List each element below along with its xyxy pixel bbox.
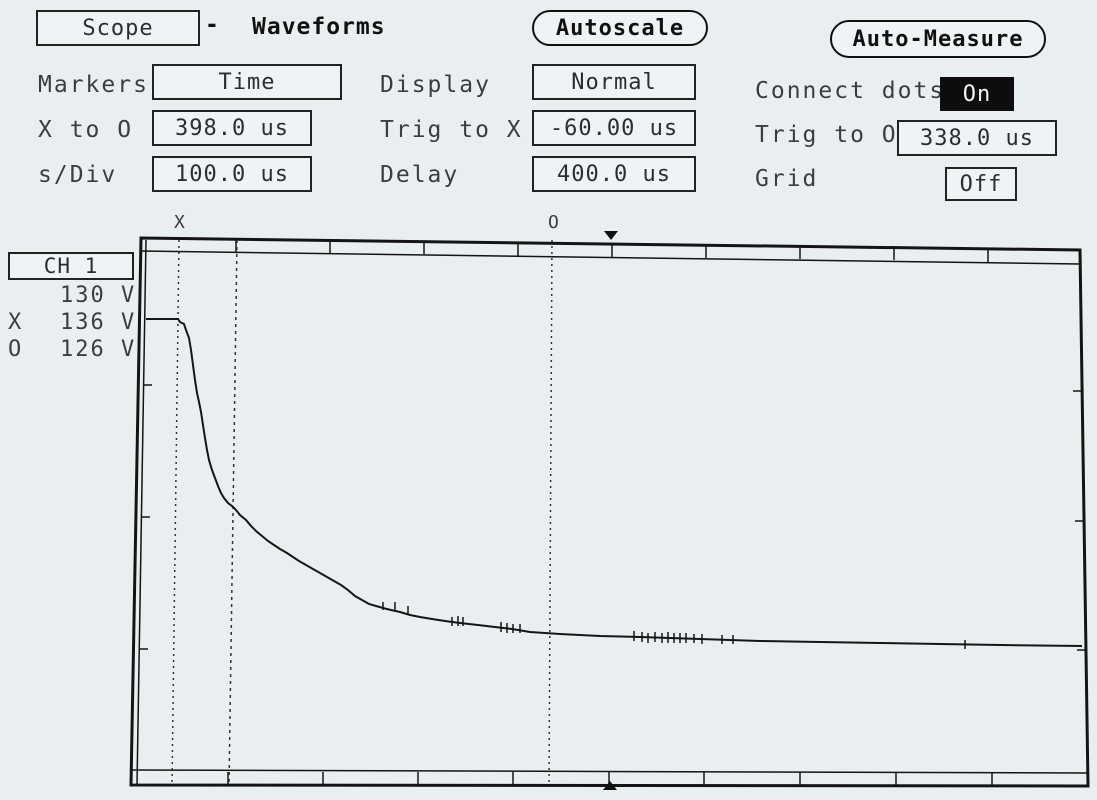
trig-to-o-label: Trig to O	[755, 122, 898, 148]
s-div-field[interactable]: 100.0 us	[152, 156, 312, 192]
waveform-trace	[146, 318, 1083, 647]
markers-value: Time	[218, 69, 276, 95]
x-marker-line	[171, 239, 180, 786]
graticule-frame	[129, 236, 1090, 788]
o-marker-line	[548, 239, 553, 786]
graticule-bottom-inner	[130, 769, 1088, 774]
graticule-top-inner	[140, 250, 1081, 265]
trigger-arrow-bottom	[603, 781, 617, 790]
grid-label: Grid	[755, 166, 819, 192]
menu-select-value: Scope	[82, 15, 154, 41]
channel-top-value: 130 V	[60, 283, 137, 308]
x-to-o-value: 398.0 us	[175, 115, 289, 141]
autoscale-label: Autoscale	[555, 15, 685, 41]
x-marker-readout-label: X	[8, 310, 24, 335]
s-div-label: s/Div	[38, 162, 118, 188]
automeasure-button[interactable]: Auto-Measure	[830, 20, 1046, 58]
x-marker-label: X	[174, 212, 185, 233]
grid-toggle[interactable]: Off	[945, 167, 1017, 201]
automeasure-label: Auto-Measure	[852, 26, 1024, 52]
autoscale-button[interactable]: Autoscale	[532, 10, 708, 46]
page-title: Waveforms	[252, 14, 386, 40]
x-to-o-field[interactable]: 398.0 us	[152, 110, 312, 146]
side-ticks	[139, 384, 1086, 651]
display-label: Display	[380, 72, 491, 98]
delay-value: 400.0 us	[557, 161, 671, 187]
connect-dots-toggle[interactable]: On	[940, 77, 1014, 111]
menu-select[interactable]: Scope	[36, 10, 200, 46]
connect-dots-value: On	[962, 81, 992, 107]
x-to-o-label: X to O	[38, 117, 134, 143]
delay-field[interactable]: 400.0 us	[532, 156, 696, 192]
top-ticks	[235, 240, 989, 262]
marker-line-2	[228, 239, 238, 786]
o-marker-readout-label: O	[8, 337, 24, 362]
noise-spikes	[382, 602, 966, 649]
display-value: Normal	[571, 69, 657, 95]
title-dash: -	[205, 12, 221, 38]
trig-to-x-field[interactable]: -60.00 us	[532, 110, 696, 146]
s-div-value: 100.0 us	[175, 161, 289, 187]
display-select[interactable]: Normal	[532, 64, 696, 100]
connect-dots-label: Connect dots	[755, 78, 946, 104]
trig-to-x-value: -60.00 us	[549, 115, 679, 141]
trig-to-o-field[interactable]: 338.0 us	[897, 120, 1057, 156]
trig-to-o-value: 338.0 us	[920, 125, 1034, 151]
channel-label[interactable]: CH 1	[8, 252, 134, 280]
graticule-left-inner	[136, 239, 147, 786]
bottom-ticks	[227, 772, 993, 785]
delay-label: Delay	[380, 162, 460, 188]
o-marker-readout-value: 126 V	[60, 337, 137, 362]
o-marker-label: O	[548, 212, 559, 233]
x-marker-readout-value: 136 V	[60, 310, 137, 335]
markers-label: Markers	[38, 72, 149, 98]
trigger-arrow-top	[604, 231, 618, 240]
markers-select[interactable]: Time	[152, 64, 342, 100]
channel-name: CH 1	[43, 254, 99, 278]
trig-to-x-label: Trig to X	[380, 117, 523, 143]
grid-value: Off	[959, 171, 1003, 197]
